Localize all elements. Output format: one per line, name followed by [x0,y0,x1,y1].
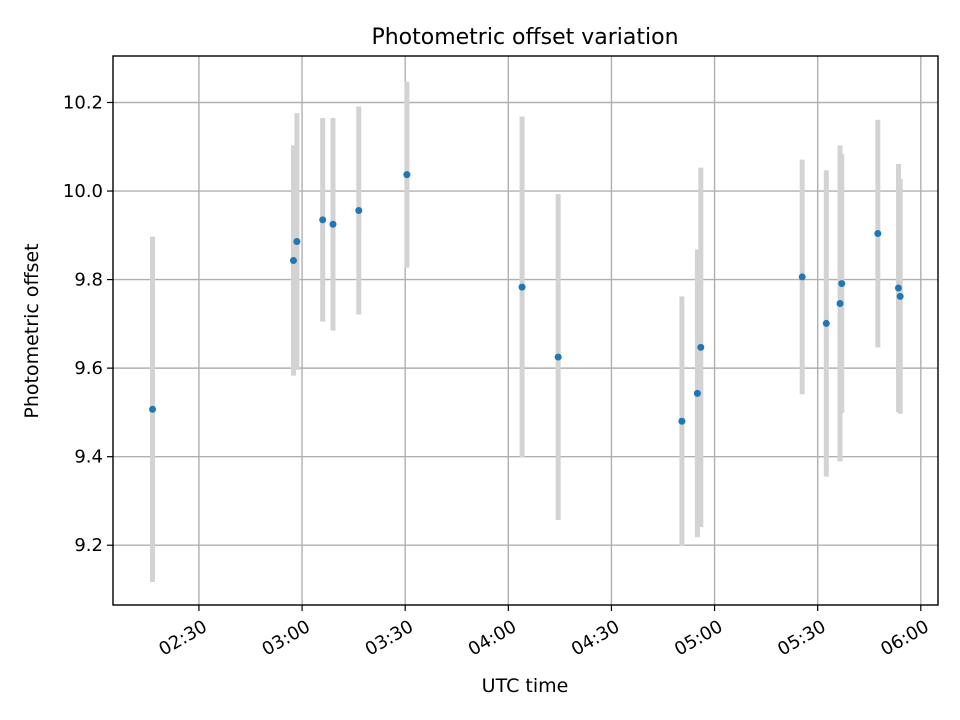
data-point [293,238,301,246]
y-tick-label: 10.0 [63,181,103,202]
data-point [403,171,411,179]
y-axis-label: Photometric offset [21,243,43,418]
x-axis-label: UTC time [482,675,569,697]
data-point [896,292,904,300]
data-point [838,280,846,288]
y-tick-label: 9.2 [74,535,103,556]
data-point [894,284,902,292]
data-point [319,216,327,224]
data-point [874,230,882,238]
data-point [678,417,686,425]
data-point [329,220,337,228]
y-axis: 9.2 9.4 9.6 9.8 10.0 10.2 [63,92,113,556]
y-tick-label: 9.6 [74,358,103,379]
y-tick-label: 10.2 [63,92,103,113]
data-point [693,389,701,397]
data-points [149,171,904,425]
data-point [518,283,526,291]
data-point [822,319,830,327]
data-point [149,405,157,413]
y-tick-label: 9.4 [74,447,103,468]
data-point [836,299,844,307]
y-tick-label: 9.8 [74,270,103,291]
data-point [554,353,562,361]
plot-frame [112,55,939,606]
data-point [355,207,363,215]
data-point [697,343,705,351]
data-point [289,257,297,265]
chart-title: Photometric offset variation [371,25,678,50]
data-point [798,273,806,281]
